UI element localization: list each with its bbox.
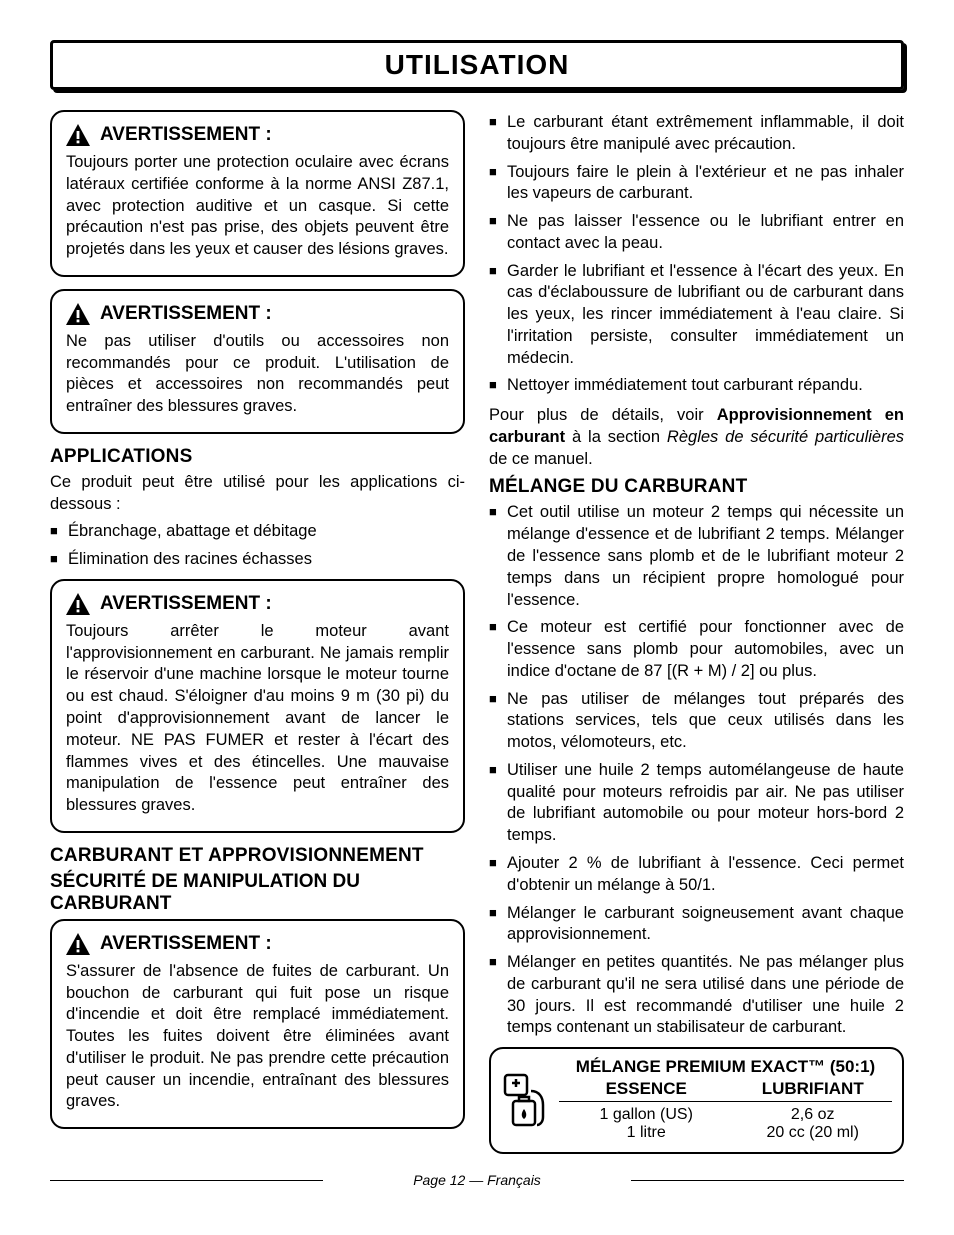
fuel-mix-icon: [501, 1057, 549, 1134]
text-prefix: Pour plus de détails, voir: [489, 406, 717, 424]
text-mid: à la section: [565, 428, 667, 446]
table-row: 1 litre 20 cc (20 ml): [559, 1124, 892, 1142]
fuel-subheading: SÉCURITÉ DE MANIPULATION DU CARBURANT: [50, 871, 465, 915]
text-italic: Règles de sécurité particulières: [667, 428, 904, 446]
mix-table-box: MÉLANGE PREMIUM EXACT™ (50:1) ESSENCE LU…: [489, 1047, 904, 1154]
more-details-text: Pour plus de détails, voir Approvisionne…: [489, 405, 904, 470]
warning-title: AVERTISSEMENT :: [66, 593, 449, 615]
warning-body: Toujours arrêter le moteur avant l'appro…: [66, 621, 449, 817]
table-row: 1 gallon (US) 2,6 oz: [559, 1106, 892, 1124]
mix-bullets: Cet outil utilise un moteur 2 temps qui …: [489, 502, 904, 1039]
warning-box-1: AVERTISSEMENT : Toujours porter une prot…: [50, 110, 465, 277]
applications-list: Ébranchage, abattage et débitage Élimina…: [50, 521, 465, 571]
safety-bullets: Le carburant étant extrêmement inflammab…: [489, 112, 904, 397]
warning-title: AVERTISSEMENT :: [66, 303, 449, 325]
list-item: Cet outil utilise un moteur 2 temps qui …: [489, 502, 904, 611]
list-item: Nettoyer immédiatement tout carburant ré…: [489, 375, 904, 397]
mix-table-content: MÉLANGE PREMIUM EXACT™ (50:1) ESSENCE LU…: [559, 1057, 892, 1142]
warning-triangle-icon: [66, 303, 90, 325]
mix-col-lubrifiant: LUBRIFIANT: [733, 1079, 892, 1099]
warning-label: AVERTISSEMENT :: [100, 933, 272, 955]
list-item: Mélanger en petites quantités. Ne pas mé…: [489, 952, 904, 1039]
warning-triangle-icon: [66, 933, 90, 955]
warning-box-4: AVERTISSEMENT : S'assurer de l'absence d…: [50, 919, 465, 1129]
warning-title: AVERTISSEMENT :: [66, 933, 449, 955]
warning-box-2: AVERTISSEMENT : Ne pas utiliser d'outils…: [50, 289, 465, 434]
left-column: AVERTISSEMENT : Toujours porter une prot…: [50, 110, 465, 1154]
list-item: Toujours faire le plein à l'extérieur et…: [489, 162, 904, 206]
footer-text: Page 12 — Français: [413, 1172, 541, 1188]
warning-triangle-icon: [66, 124, 90, 146]
table-cell: 1 gallon (US): [559, 1106, 733, 1124]
table-cell: 1 litre: [559, 1124, 733, 1142]
list-item: Ébranchage, abattage et débitage: [50, 521, 465, 543]
mix-table-title: MÉLANGE PREMIUM EXACT™ (50:1): [559, 1057, 892, 1077]
list-item: Garder le lubrifiant et l'essence à l'éc…: [489, 261, 904, 370]
warning-body: Ne pas utiliser d'outils ou accessoires …: [66, 331, 449, 418]
warning-box-3: AVERTISSEMENT : Toujours arrêter le mote…: [50, 579, 465, 833]
warning-title: AVERTISSEMENT :: [66, 124, 449, 146]
mix-col-essence: ESSENCE: [559, 1079, 733, 1099]
warning-body: Toujours porter une protection oculaire …: [66, 152, 449, 261]
table-cell: 2,6 oz: [733, 1106, 892, 1124]
list-item: Ne pas utiliser de mélanges tout préparé…: [489, 689, 904, 754]
list-item: Ajouter 2 % de lubrifiant à l'essence. C…: [489, 853, 904, 897]
warning-label: AVERTISSEMENT :: [100, 124, 272, 146]
fuel-heading: CARBURANT ET APPROVISIONNEMENT: [50, 845, 465, 867]
mix-heading: MÉLANGE DU CARBURANT: [489, 476, 904, 498]
list-item: Ce moteur est certifié pour fonctionner …: [489, 617, 904, 682]
list-item: Utiliser une huile 2 temps automélangeus…: [489, 760, 904, 847]
content-columns: AVERTISSEMENT : Toujours porter une prot…: [50, 110, 904, 1154]
list-item: Ne pas laisser l'essence ou le lubrifian…: [489, 211, 904, 255]
list-item: Mélanger le carburant soigneusement avan…: [489, 903, 904, 947]
warning-body: S'assurer de l'absence de fuites de carb…: [66, 961, 449, 1113]
table-cell: 20 cc (20 ml): [733, 1124, 892, 1142]
warning-label: AVERTISSEMENT :: [100, 303, 272, 325]
text-suffix: de ce manuel.: [489, 450, 593, 468]
list-item: Le carburant étant extrêmement inflammab…: [489, 112, 904, 156]
page-title-box: UTILISATION: [50, 40, 904, 90]
applications-heading: APPLICATIONS: [50, 446, 465, 468]
right-column: Le carburant étant extrêmement inflammab…: [489, 110, 904, 1154]
page-footer: Page 12 — Français: [50, 1172, 904, 1188]
applications-intro: Ce produit peut être utilisé pour les ap…: [50, 472, 465, 516]
warning-triangle-icon: [66, 593, 90, 615]
warning-label: AVERTISSEMENT :: [100, 593, 272, 615]
list-item: Élimination des racines échasses: [50, 549, 465, 571]
page-title: UTILISATION: [53, 49, 901, 81]
mix-table-headers: ESSENCE LUBRIFIANT: [559, 1079, 892, 1102]
